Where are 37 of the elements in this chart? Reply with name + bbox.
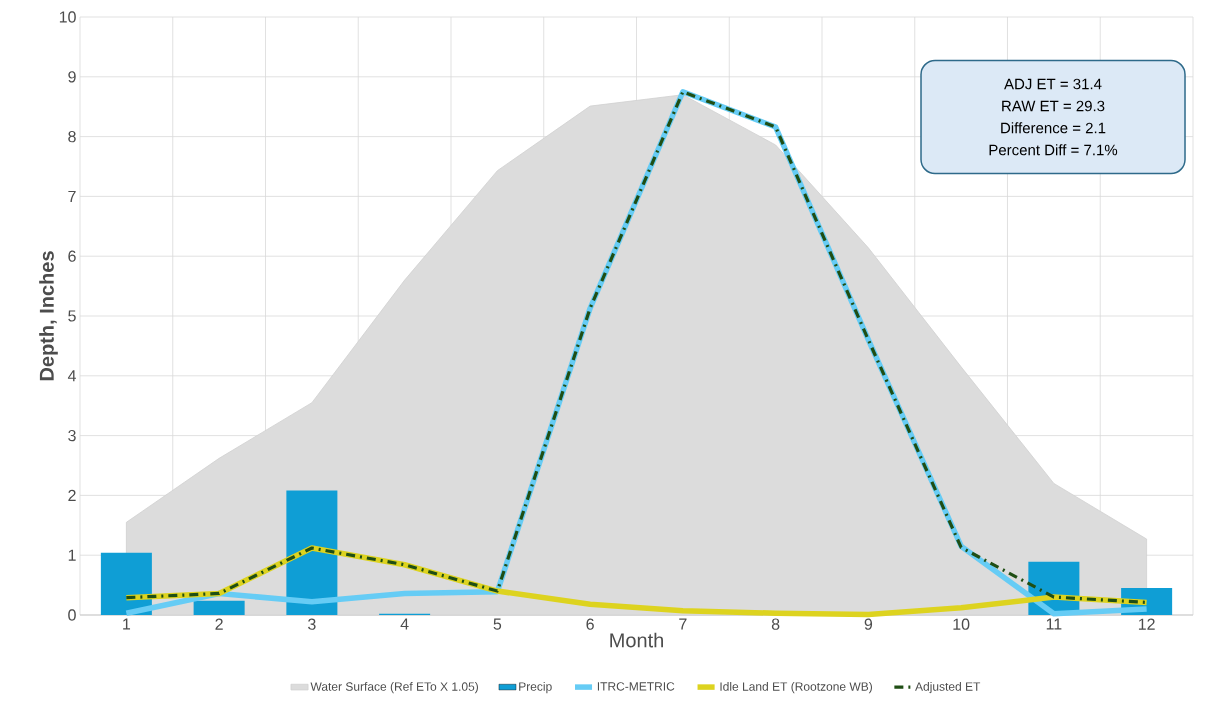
legend-label: Precip	[519, 681, 552, 694]
annotation: Percent Diff = 7.1%	[989, 144, 1118, 156]
x-axis-title: Month	[610, 632, 663, 648]
x-tick-label: 5	[493, 618, 502, 630]
bar	[100, 552, 152, 615]
y-tick-label: 9	[68, 71, 76, 83]
x-tick-label: 2	[215, 618, 223, 630]
y-tick-label: 8	[68, 130, 76, 143]
y-tick-label: 5	[68, 310, 76, 322]
y-tick-label: 7	[68, 190, 76, 202]
y-tick-label: 3	[68, 429, 76, 442]
annotation: RAW ET = 29.3	[1002, 100, 1105, 112]
y-tick-label: 6	[68, 250, 76, 262]
y-tick-label: 10	[59, 11, 76, 23]
legend-label: ITRC-METRIC	[597, 682, 675, 691]
x-tick-label: 9	[864, 618, 873, 630]
x-tick-label: 10	[953, 618, 970, 630]
x-tick-label: 7	[679, 618, 687, 630]
x-tick-label: 3	[308, 618, 316, 630]
bar	[193, 600, 245, 615]
x-tick-label: 12	[1138, 618, 1155, 630]
x-tick-label: 6	[586, 618, 594, 630]
y-tick-label: 1	[68, 549, 76, 561]
x-tick-label: 8	[771, 618, 780, 630]
bar	[286, 490, 338, 615]
annotation: Difference = 2.1	[1001, 122, 1106, 134]
annotation: ADJ ET = 31.4	[1004, 78, 1102, 90]
legend-label: Idle Land ET (Rootzone WB)	[720, 681, 872, 694]
x-tick-label: 1	[123, 618, 131, 630]
y-tick-label: 0	[68, 609, 76, 621]
y-tick-label: 4	[67, 370, 76, 382]
legend-label: Adjusted ET	[915, 681, 981, 694]
legend-label: Water Surface (Ref ETo X 1.05)	[310, 681, 478, 694]
y-axis-title: Depth, Inches	[39, 251, 58, 381]
x-tick-label: 11	[1046, 618, 1062, 630]
x-tick-label: 4	[400, 618, 409, 630]
y-tick-label: 2	[68, 489, 76, 501]
